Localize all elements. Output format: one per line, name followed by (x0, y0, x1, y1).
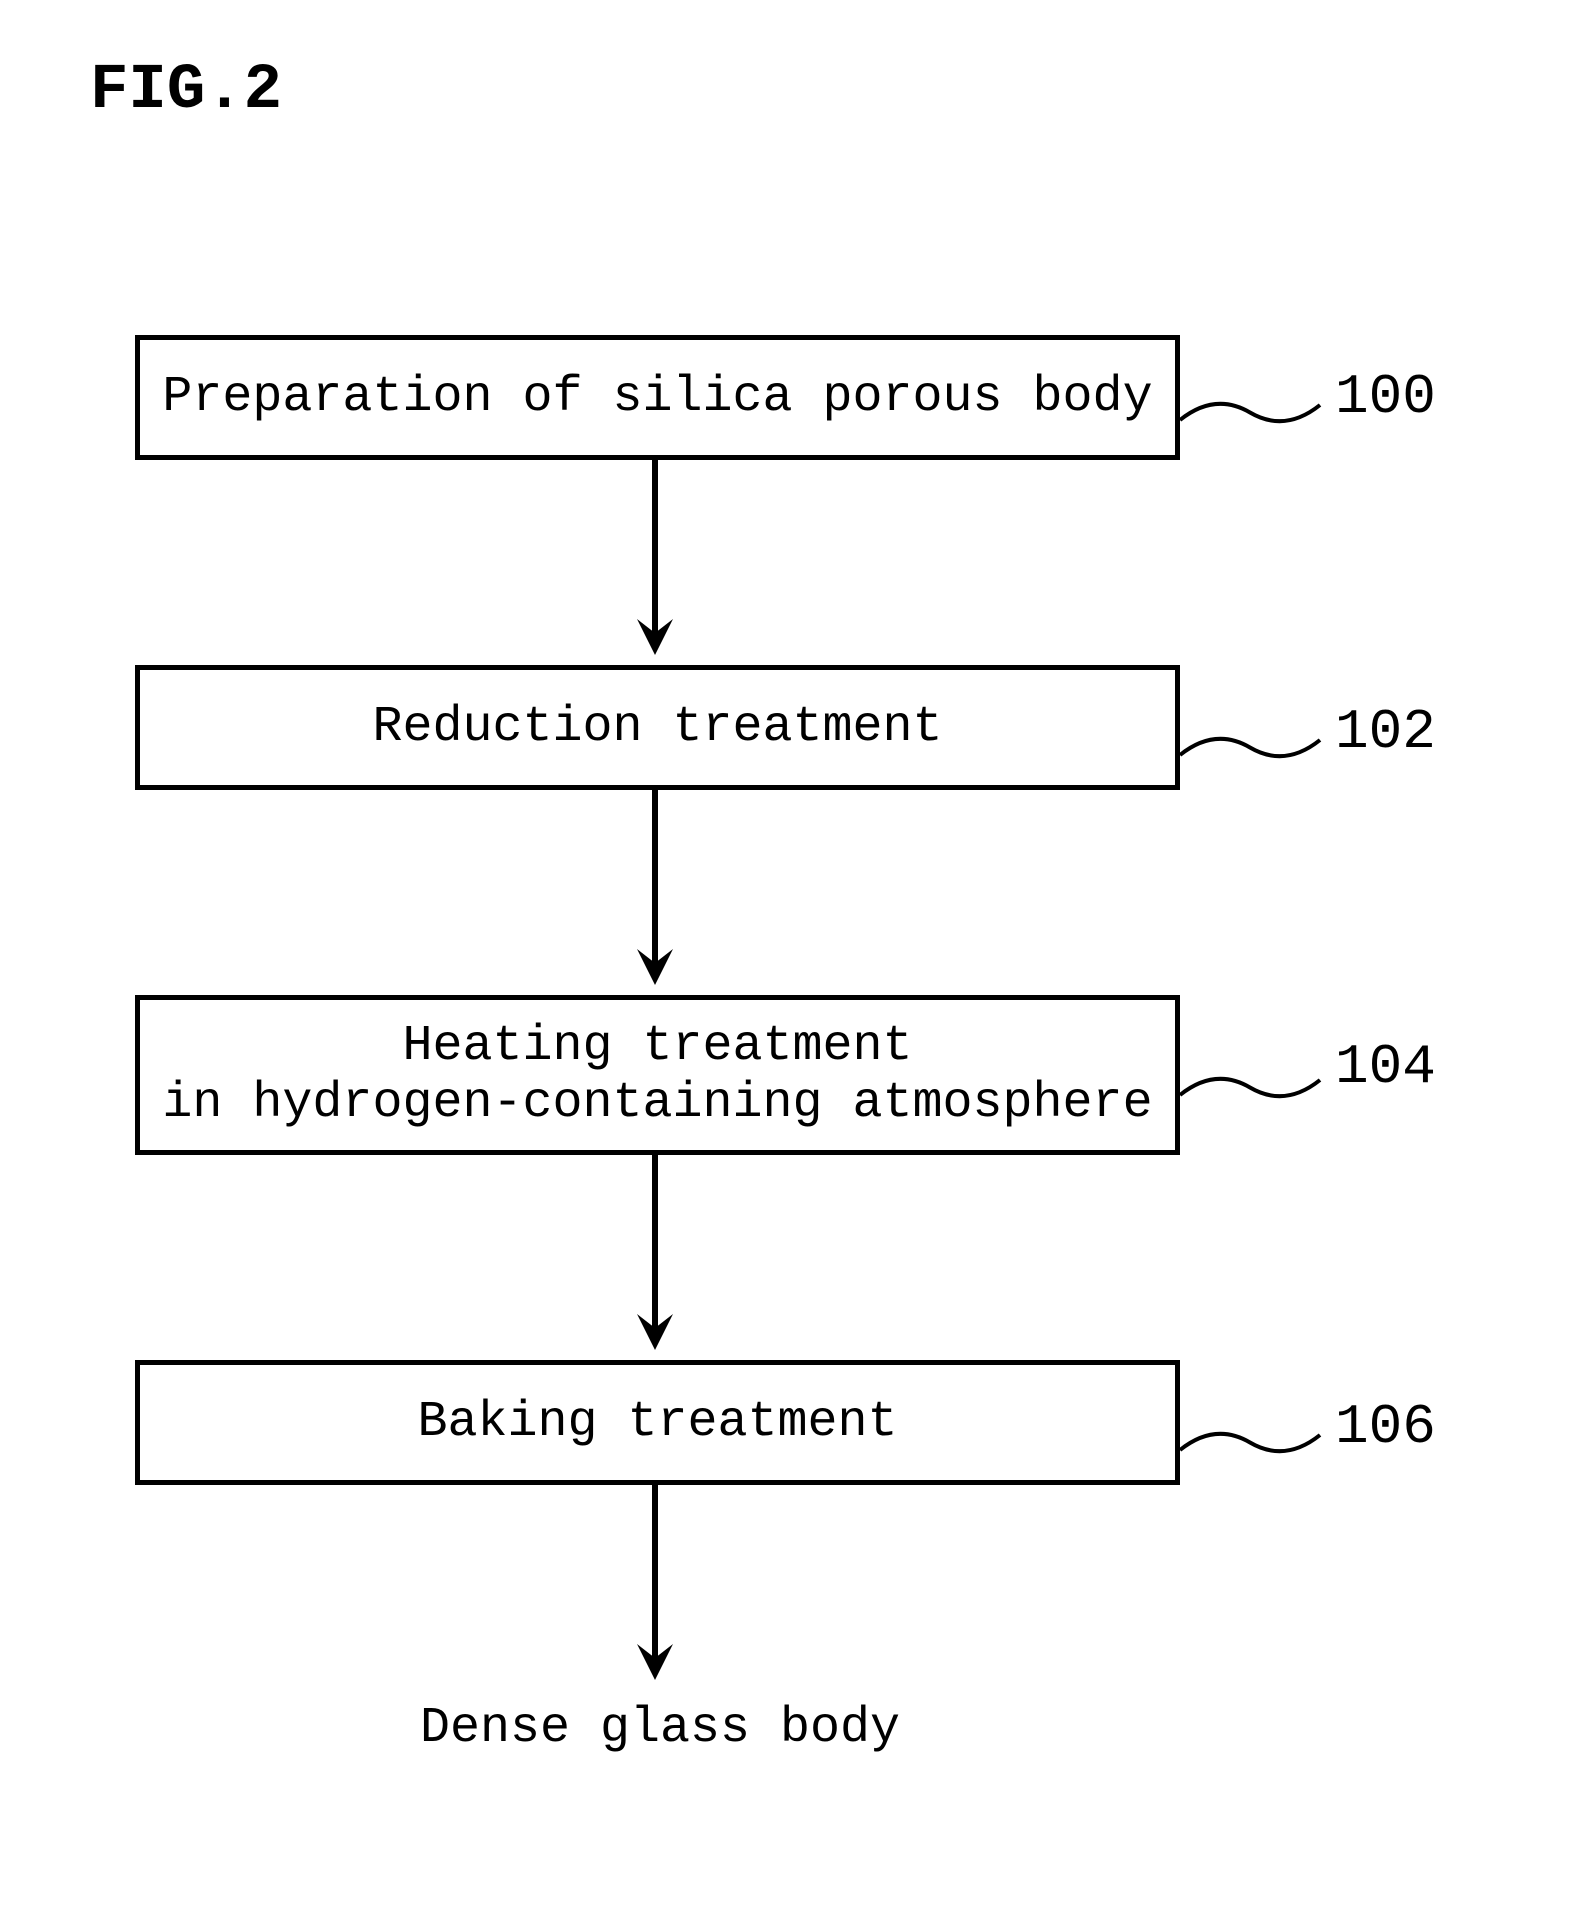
leader-line-106 (1180, 1434, 1320, 1451)
leaders-group (1180, 404, 1320, 1451)
figure-title: FIG.2 (90, 55, 282, 127)
reference-label-104: 104 (1335, 1035, 1436, 1099)
reference-label-106: 106 (1335, 1395, 1436, 1459)
flow-box-n106: Baking treatment (135, 1360, 1180, 1485)
connectors-svg (0, 0, 1574, 1919)
flow-box-n102: Reduction treatment (135, 665, 1180, 790)
flow-box-n104: Heating treatment in hydrogen-containing… (135, 995, 1180, 1155)
flow-box-label: Preparation of silica porous body (162, 369, 1152, 427)
flow-arrowhead-0 (637, 619, 673, 655)
figure-page: FIG.2 Preparation of silica porous body R… (0, 0, 1574, 1919)
leader-line-104 (1180, 1079, 1320, 1096)
leader-line-102 (1180, 739, 1320, 756)
flow-box-label: Baking treatment (417, 1394, 897, 1452)
reference-label-102: 102 (1335, 700, 1436, 764)
flow-box-n100: Preparation of silica porous body (135, 335, 1180, 460)
flow-arrowhead-1 (637, 949, 673, 985)
flow-arrowhead-2 (637, 1314, 673, 1350)
flow-box-label: Heating treatment in hydrogen-containing… (162, 1018, 1152, 1133)
reference-label-100: 100 (1335, 365, 1436, 429)
leader-line-100 (1180, 404, 1320, 421)
output-label: Dense glass body (400, 1700, 920, 1757)
flow-arrowhead-3 (637, 1644, 673, 1680)
flow-box-label: Reduction treatment (372, 699, 942, 757)
